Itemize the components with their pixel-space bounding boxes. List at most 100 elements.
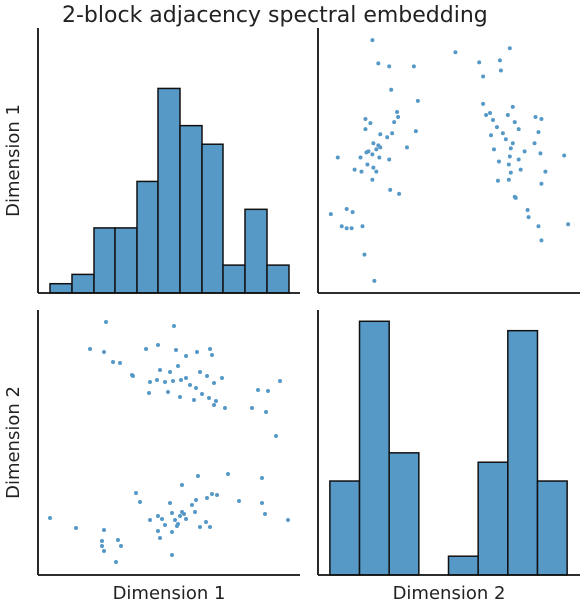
histogram-bar — [49, 282, 73, 294]
scatter-point — [215, 493, 219, 497]
scatter-point — [404, 145, 409, 150]
scatter-point — [264, 410, 268, 414]
scatter-point — [212, 403, 216, 407]
scatter-point — [111, 360, 115, 364]
scatter-point — [168, 370, 172, 374]
scatter-point — [190, 503, 194, 507]
scatter-point — [116, 538, 120, 542]
scatter-point — [510, 104, 515, 109]
scatter-point — [516, 127, 521, 132]
scatter-point — [172, 324, 176, 328]
scatter-point — [198, 370, 202, 374]
scatter-point — [200, 392, 204, 396]
scatter-point — [363, 127, 368, 132]
scatter-point — [170, 553, 174, 557]
scatter-point — [256, 388, 260, 392]
scatter-point — [74, 526, 78, 530]
scatter-point — [477, 60, 482, 65]
scatter-point — [155, 378, 159, 382]
scatter-point — [102, 528, 106, 532]
scatter-point — [494, 125, 499, 130]
scatter-point — [358, 155, 363, 160]
scatter-point — [370, 177, 375, 182]
scatter-point — [184, 376, 188, 380]
scatter-point — [491, 147, 496, 152]
scatter-point — [392, 120, 397, 125]
scatter-point — [160, 517, 164, 521]
scatter-point — [363, 117, 368, 122]
scatter-point — [364, 150, 369, 155]
scatter-point — [365, 162, 370, 167]
histogram-bar — [266, 264, 290, 294]
scatter-point — [170, 530, 174, 534]
scatter-point — [208, 525, 212, 529]
scatter-point — [532, 141, 537, 146]
scatter-point — [158, 536, 162, 540]
scatter-point — [453, 50, 458, 55]
y-axis-label: Dimension 1 — [3, 104, 24, 217]
scatter-point — [118, 361, 122, 365]
scatter-point — [397, 191, 402, 196]
scatter-point — [508, 170, 513, 175]
scatter-point — [195, 350, 199, 354]
scatter-point — [102, 549, 106, 553]
scatter-point — [372, 278, 377, 283]
histogram-bar — [507, 329, 539, 576]
scatter-point — [498, 68, 503, 73]
scatter-point — [562, 153, 567, 158]
scatter-point — [539, 181, 544, 186]
scatter-point — [100, 539, 104, 543]
scatter-point — [188, 383, 192, 387]
scatter-point — [100, 544, 104, 548]
scatter-point — [175, 524, 179, 528]
scatter-point — [510, 141, 515, 146]
scatter-point — [387, 157, 392, 162]
scatter-point — [512, 120, 517, 125]
scatter-point — [166, 390, 170, 394]
histogram-bar — [329, 480, 361, 576]
scatter-point — [536, 224, 541, 229]
scatter-point — [119, 544, 123, 548]
histogram-bar — [136, 180, 159, 294]
scatter-point — [370, 38, 375, 43]
scatter-point — [168, 501, 172, 505]
y-axis-label: Dimension 2 — [3, 386, 24, 499]
scatter-point — [250, 406, 254, 410]
scatter-point — [286, 518, 290, 522]
scatter-point — [539, 117, 544, 122]
scatter-point — [387, 64, 392, 69]
scatter-point — [362, 252, 367, 257]
scatter-point — [180, 483, 184, 487]
scatter-point — [370, 152, 375, 157]
scatter-point — [349, 226, 354, 231]
x-axis-label: Dimension 2 — [393, 583, 506, 604]
scatter-point — [158, 368, 162, 372]
scatter-point — [156, 514, 160, 518]
scatter-point — [344, 207, 349, 212]
scatter-point — [512, 194, 517, 199]
scatter-point — [174, 348, 178, 352]
scatter-point — [180, 510, 184, 514]
scatter-point — [114, 560, 118, 564]
scatter-point — [176, 364, 180, 368]
histogram-bar — [114, 227, 138, 294]
scatter-point — [484, 112, 489, 117]
scatter-point — [489, 133, 494, 138]
scatter-point — [144, 347, 148, 351]
scatter-point — [376, 61, 381, 66]
scatter-point — [378, 145, 383, 150]
histogram-bar — [222, 264, 246, 294]
scatter-point — [522, 149, 527, 154]
scatter-point — [352, 167, 357, 172]
scatter-point — [278, 379, 282, 383]
scatter-point — [374, 147, 379, 152]
scatter-point — [481, 101, 486, 106]
scatter-point — [490, 118, 495, 123]
scatter-point — [263, 512, 267, 516]
scatter-point — [359, 169, 364, 174]
scatter-point — [503, 137, 508, 142]
scatter-point — [328, 212, 333, 217]
scatter-point — [214, 399, 218, 403]
scatter-point — [205, 496, 209, 500]
